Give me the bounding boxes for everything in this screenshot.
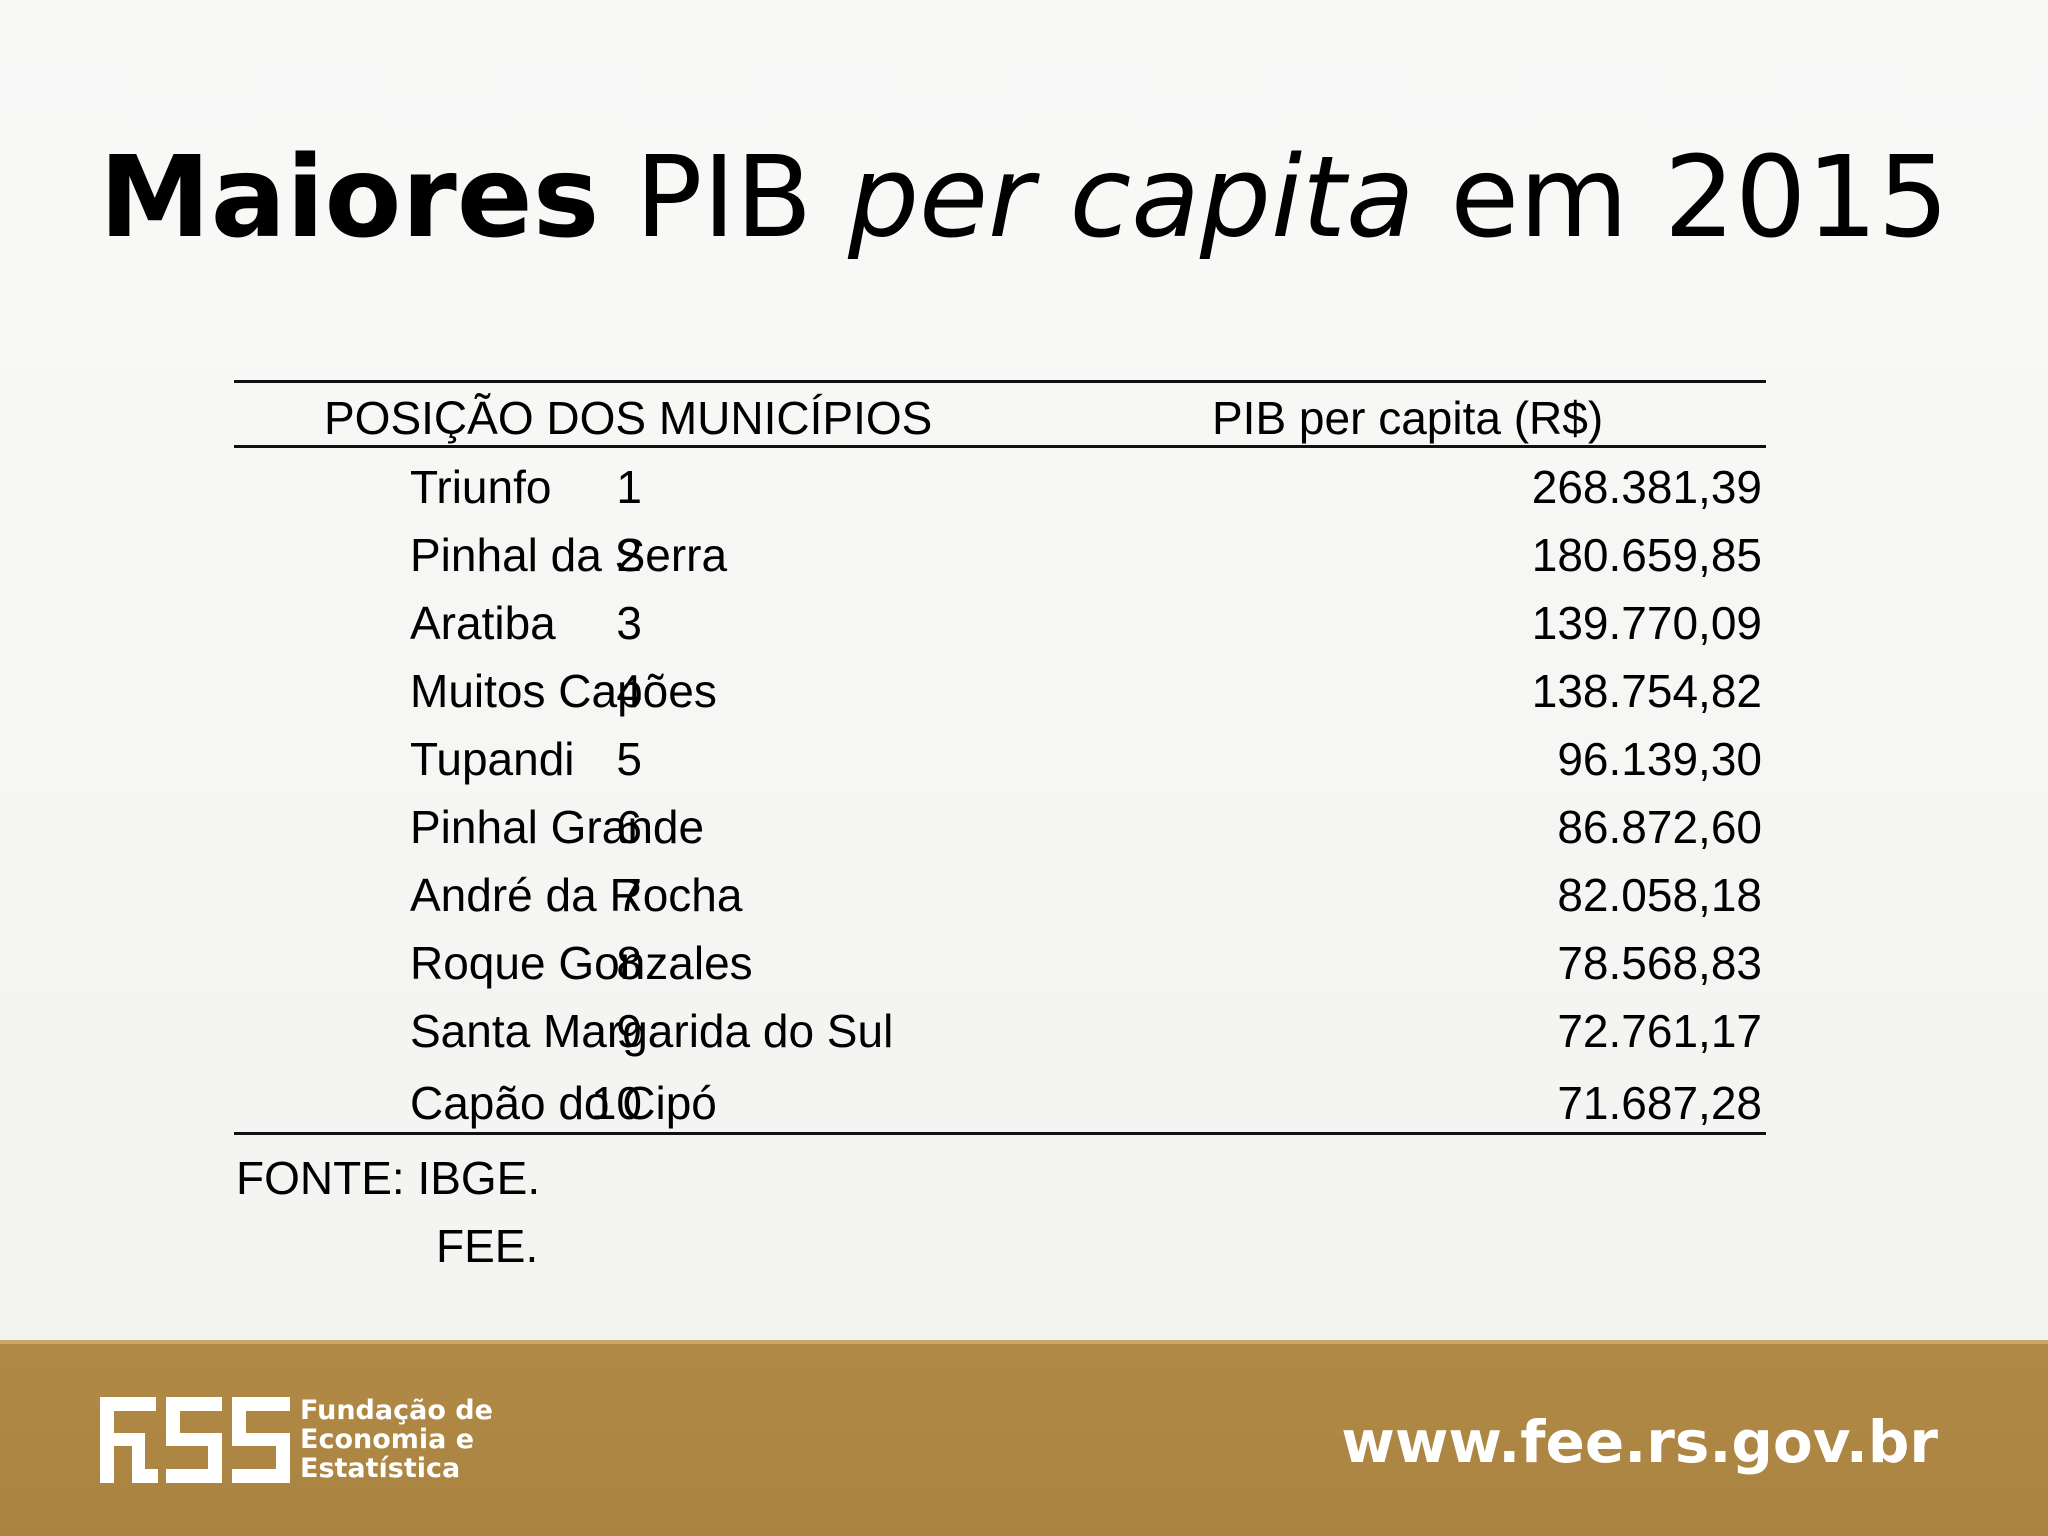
row-municipality: Roque Gonzales <box>410 937 753 989</box>
row-municipality: Muitos Capões <box>410 665 717 717</box>
footer-highlight <box>0 1340 2048 1346</box>
row-value: 180.659,85 <box>1531 529 1762 581</box>
table-row: 8 Roque Gonzales 78.568,83 <box>234 924 1766 992</box>
header-position: POSIÇÃO DOS MUNICÍPIOS <box>324 392 933 444</box>
row-rank: 7 <box>616 869 642 921</box>
row-value: 71.687,28 <box>1557 1077 1762 1129</box>
row-value: 138.754,82 <box>1531 665 1762 717</box>
table-header: POSIÇÃO DOS MUNICÍPIOS PIB per capita (R… <box>234 383 1766 445</box>
row-rank: 2 <box>616 529 642 581</box>
table-row: 5 Tupandi 96.139,30 <box>234 720 1766 788</box>
row-value: 139.770,09 <box>1531 597 1762 649</box>
title-bold: Maiores <box>99 133 600 263</box>
row-value: 96.139,30 <box>1557 733 1762 785</box>
table-row: 1 Triunfo 268.381,39 <box>234 448 1766 516</box>
row-rank: 1 <box>616 461 642 513</box>
source-line-1: FONTE: IBGE. <box>236 1152 541 1204</box>
row-value: 82.058,18 <box>1557 869 1762 921</box>
website-url: www.fee.rs.gov.br <box>1341 1408 1938 1476</box>
row-rank: 4 <box>616 665 642 717</box>
slide-body <box>0 0 2048 1340</box>
org-name-line: Estatística <box>300 1453 461 1484</box>
row-municipality: Aratiba <box>410 597 556 649</box>
table-top-rule <box>234 380 1766 383</box>
row-municipality: Pinhal Grande <box>410 801 705 853</box>
row-rank: 5 <box>616 733 642 785</box>
table-body: 1 Triunfo 268.381,39 2 Pinhal da Serra 1… <box>234 448 1766 1132</box>
row-municipality: Capão do Cipó <box>410 1077 717 1129</box>
title-italic: per capita <box>847 133 1415 263</box>
source-note: FONTE: IBGE. FEE. <box>236 1144 540 1280</box>
row-municipality: Tupandi <box>410 733 575 785</box>
row-rank: 8 <box>616 937 642 989</box>
row-municipality: Pinhal da Serra <box>410 529 728 581</box>
row-municipality: Santa Margarida do Sul <box>410 1005 894 1057</box>
org-name-line: Fundação de <box>300 1395 493 1426</box>
org-name: Fundação de Economia e Estatística <box>300 1396 493 1483</box>
table-row: 6 Pinhal Grande 86.872,60 <box>234 788 1766 856</box>
table-row: 10 Capão do Cipó 71.687,28 <box>234 1060 1766 1132</box>
slide-title: Maiores PIB per capita em 2015 <box>0 128 2048 268</box>
table-row: 4 Muitos Capões 138.754,82 <box>234 652 1766 720</box>
row-value: 268.381,39 <box>1531 461 1762 513</box>
row-rank: 10 <box>590 1077 642 1129</box>
row-value: 78.568,83 <box>1557 937 1762 989</box>
title-year: em 2015 <box>1450 133 1949 263</box>
table-bottom-rule <box>234 1132 1766 1135</box>
source-line-2: FEE. <box>436 1220 539 1272</box>
row-value: 86.872,60 <box>1557 801 1762 853</box>
gdp-table: POSIÇÃO DOS MUNICÍPIOS PIB per capita (R… <box>234 380 1766 1135</box>
footer-bar: Fundação de Economia e Estatística www.f… <box>0 1344 2048 1536</box>
table-header-rule <box>234 445 1766 448</box>
header-pib: PIB per capita (R$) <box>1212 392 1604 444</box>
row-rank: 6 <box>616 801 642 853</box>
table-row: 2 Pinhal da Serra 180.659,85 <box>234 516 1766 584</box>
title-pib: PIB <box>634 133 813 263</box>
table-row: 7 André da Rocha 82.058,18 <box>234 856 1766 924</box>
row-municipality: André da Rocha <box>410 869 743 921</box>
row-rank: 3 <box>616 597 642 649</box>
org-name-line: Economia e <box>300 1424 475 1455</box>
row-municipality: Triunfo <box>410 461 552 513</box>
row-value: 72.761,17 <box>1557 1005 1762 1057</box>
row-rank: 9 <box>616 1005 642 1057</box>
fee-logo-icon <box>100 1397 290 1483</box>
table-row: 9 Santa Margarida do Sul 72.761,17 <box>234 992 1766 1060</box>
table-row: 3 Aratiba 139.770,09 <box>234 584 1766 652</box>
